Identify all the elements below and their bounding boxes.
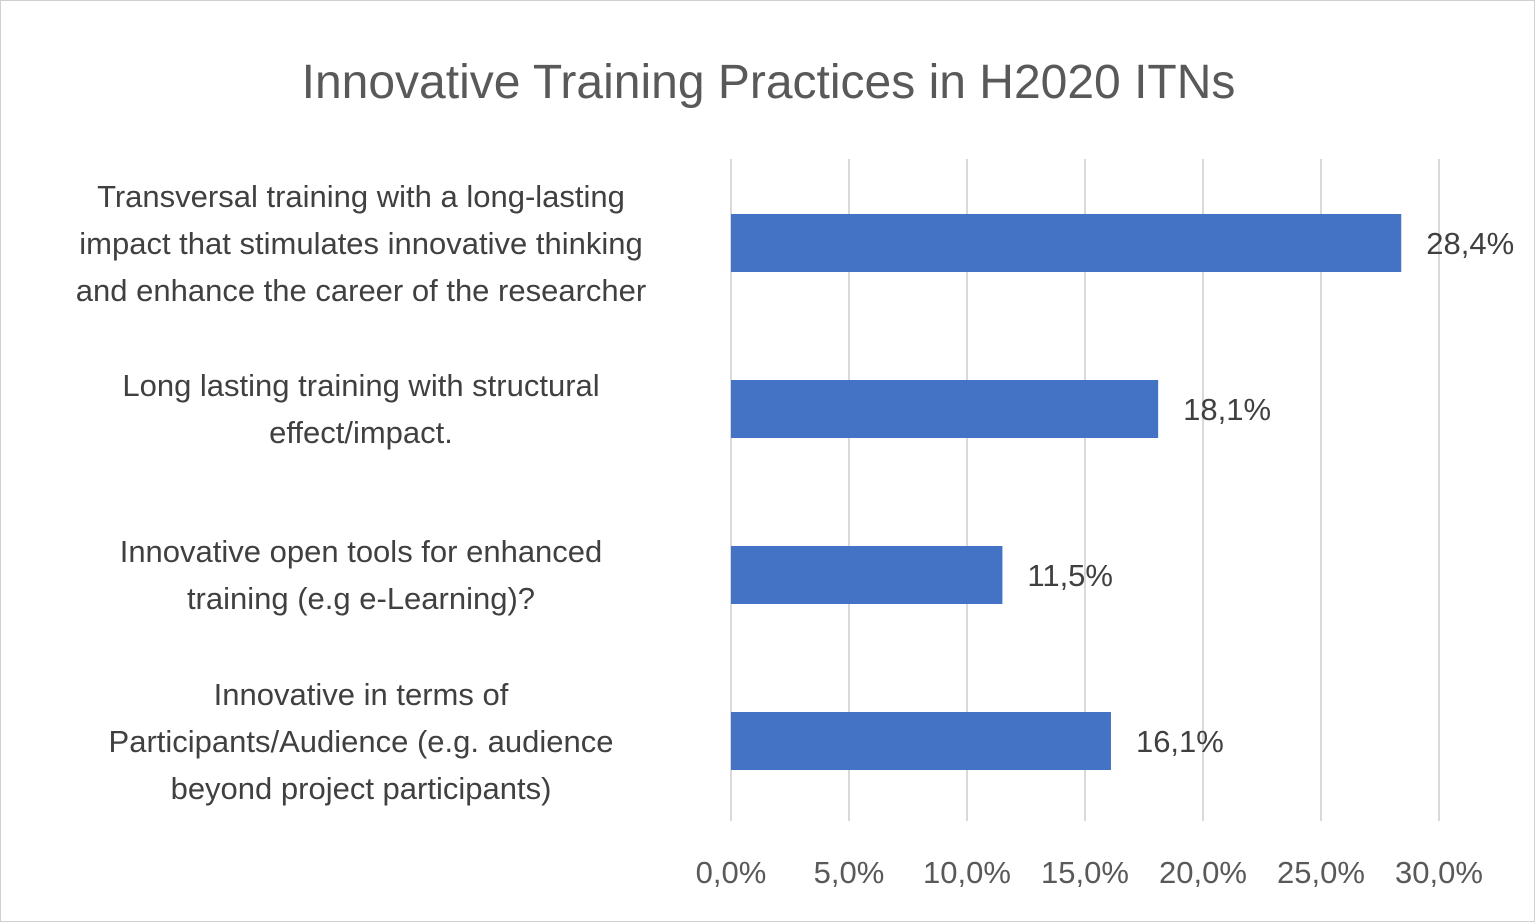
data-label: 18,1% (1183, 392, 1271, 427)
category-label: Transversal training with a long-lasting… (75, 178, 647, 308)
x-tick-label: 25,0% (1277, 855, 1365, 890)
category-label: Innovative open tools for enhanced train… (119, 534, 603, 616)
data-label: 11,5% (1027, 558, 1113, 593)
x-tick-label: 20,0% (1159, 855, 1247, 890)
bar (731, 380, 1159, 438)
data-label: 28,4% (1426, 226, 1514, 261)
x-tick-label: 0,0% (696, 855, 767, 890)
bar (731, 214, 1402, 272)
category-label: Innovative in terms of Participants/Audi… (108, 676, 614, 806)
bar (731, 546, 1003, 604)
x-tick-label: 10,0% (923, 855, 1011, 890)
bar (731, 712, 1111, 770)
x-tick-label: 30,0% (1395, 855, 1483, 890)
chart-title: Innovative Training Practices in H2020 I… (301, 56, 1236, 109)
x-tick-label: 5,0% (814, 855, 885, 890)
x-tick-label: 15,0% (1041, 855, 1129, 890)
data-label: 16,1% (1136, 724, 1224, 759)
category-label: Long lasting training with structural ef… (122, 368, 600, 450)
